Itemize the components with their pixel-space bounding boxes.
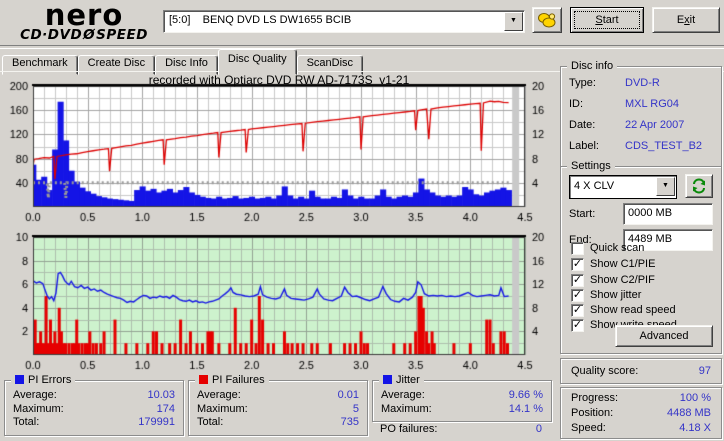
pi-failures-jitter-chart — [0, 228, 558, 374]
checkbox-box[interactable]: ✓ — [571, 272, 584, 287]
disc-info-row: Date: 22 Apr 2007 — [569, 119, 685, 131]
stat-row: Maximum: 174 — [13, 402, 175, 415]
nero-logo: nero CD·DVDØSPEED — [8, 0, 160, 43]
tab-strip: Benchmark Create Disc Disc Info Disc Qualit… — [2, 49, 364, 75]
pi-failures-legend: PI Failures — [195, 373, 269, 387]
end-field-row: End: 4489 MB — [569, 229, 713, 251]
disc-info-row: ID: MXL RG04 — [569, 98, 680, 110]
tab-page-edge — [0, 71, 724, 72]
po-failures-row: PO failures: 0 — [380, 423, 542, 435]
progress-row: Progress: 100 % — [571, 392, 711, 404]
checkbox-box[interactable] — [571, 241, 584, 255]
checkbox-box[interactable]: ✓ — [571, 302, 584, 317]
dropdown-arrow-icon[interactable]: ▼ — [656, 177, 675, 196]
checkbox-show-c1-pie[interactable]: ✓ Show C1/PIE — [571, 256, 656, 271]
checkbox-show-c2-pif[interactable]: ✓ Show C2/PIF — [571, 272, 655, 287]
progress-panel: Progress: 100 % Position: 4488 MB Speed: 4.… — [560, 387, 722, 439]
nero-wordmark: nero — [44, 0, 124, 32]
pi-errors-panel: PI Errors Average: 10.03 Maximum: 174 Tota… — [4, 373, 184, 436]
disc-info-row: Type: DVD-R — [569, 77, 660, 89]
quality-score-row: Quality score: 97 — [571, 365, 711, 377]
advanced-button[interactable]: Advanced — [615, 325, 713, 347]
stat-row: Total: 735 — [197, 416, 359, 428]
start-button[interactable]: Start — [570, 7, 644, 33]
start-input[interactable]: 0000 MB — [623, 203, 713, 225]
drive-select[interactable]: [5:0] BENQ DVD LS DW1655 BCIB ▼ — [163, 10, 525, 33]
checkbox-box[interactable]: ✓ — [571, 317, 584, 332]
tab-benchmark[interactable]: Benchmark — [2, 55, 78, 75]
drive-select-value: [5:0] BENQ DVD LS DW1655 BCIB — [169, 14, 352, 26]
exit-button[interactable]: Exit — [652, 7, 720, 33]
checkbox-quick-scan[interactable]: Quick scan — [571, 241, 644, 255]
refresh-button[interactable] — [685, 174, 713, 198]
settings-panel: Settings 4 X CLV ▼ Start: 0000 MB End: 4… — [560, 159, 722, 354]
pi-failures-panel: PI Failures Average: 0.01 Maximum: 5 Total… — [188, 373, 368, 436]
refresh-icon — [693, 178, 705, 194]
eject-disc-button[interactable] — [532, 7, 562, 33]
cd-dvd-speed-wordmark: CD·DVDØSPEED — [20, 27, 148, 43]
end-input[interactable]: 4489 MB — [623, 229, 713, 251]
hand-icon — [538, 13, 556, 28]
stat-row: Average: 9.66 % — [381, 389, 543, 401]
speed-row: Speed: 4.18 X — [571, 422, 711, 434]
quality-score-panel: Quality score: 97 — [560, 358, 722, 384]
pi-errors-color-swatch — [15, 375, 24, 384]
dropdown-arrow-icon[interactable]: ▼ — [504, 12, 523, 31]
start-field-row: Start: 0000 MB — [569, 203, 713, 225]
jitter-color-swatch — [383, 375, 392, 384]
stat-row: Average: 0.01 — [197, 389, 359, 401]
tab-disc-info[interactable]: Disc Info — [155, 55, 218, 75]
jitter-legend: Jitter — [379, 373, 424, 387]
speed-select-value: 4 X CLV — [574, 180, 615, 192]
speed-select[interactable]: 4 X CLV ▼ — [569, 175, 677, 199]
checkbox-show-jitter[interactable]: ✓ Show jitter — [571, 287, 642, 302]
disc-info-row: Label: CDS_TEST_B2 — [569, 140, 703, 152]
tab-disc-quality[interactable]: Disc Quality — [217, 49, 297, 75]
jitter-panel: Jitter Average: 9.66 % Maximum: 14.1 % — [372, 373, 552, 422]
settings-legend: Settings — [567, 159, 615, 173]
stat-row: Maximum: 14.1 % — [381, 402, 543, 415]
checkbox-box[interactable]: ✓ — [571, 256, 584, 271]
disc-icon: Ø — [83, 27, 96, 43]
disc-info-panel: Disc info Type: DVD-R ID: MXL RG04 Date: 22… — [560, 59, 722, 170]
checkbox-box[interactable]: ✓ — [571, 287, 584, 302]
stat-row: Total: 179991 — [13, 416, 175, 428]
pi-errors-speed-chart — [0, 72, 558, 225]
chart-title: recorded with Optiarc DVD RW AD-7173S v1… — [148, 73, 410, 87]
disc-info-legend: Disc info — [567, 59, 618, 73]
position-row: Position: 4488 MB — [571, 407, 711, 419]
pi-failures-color-swatch — [199, 375, 208, 384]
stat-row: Average: 10.03 — [13, 389, 175, 401]
pi-errors-legend: PI Errors — [11, 373, 76, 387]
checkbox-show-read-speed[interactable]: ✓ Show read speed — [571, 302, 676, 317]
toolbar-separator — [0, 45, 724, 49]
stat-row: Maximum: 5 — [197, 402, 359, 415]
